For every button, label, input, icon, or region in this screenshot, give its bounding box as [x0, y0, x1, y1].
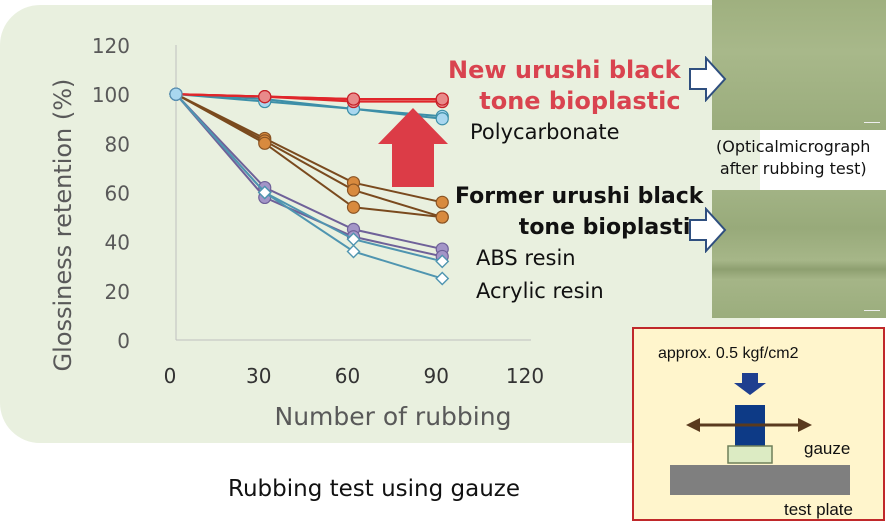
test-plate	[670, 465, 850, 495]
former-bioplastic-label: Former urushi black tone bioplastic	[455, 181, 703, 243]
arrow-left-icon	[686, 418, 700, 432]
down-arrow-icon	[734, 373, 766, 395]
load-label: approx. 0.5 kgf/cm2	[658, 345, 799, 362]
series-line	[175, 93, 443, 251]
gauze-label: gauze	[804, 439, 851, 458]
data-point	[346, 92, 361, 106]
x-tick-label: 0	[164, 364, 177, 388]
series-line	[175, 93, 443, 101]
micrograph-new-bioplastic	[712, 0, 886, 130]
polycarbonate-label: Polycarbonate	[470, 120, 620, 144]
x-tick-label: 60	[335, 364, 360, 388]
improvement-arrow-icon	[378, 108, 448, 187]
x-tick-label: 120	[506, 364, 544, 388]
new-bioplastic-label: New urushi black tone bioplastic	[448, 55, 681, 117]
acrylic-resin-label: Acrylic resin	[476, 279, 604, 303]
y-tick-label: 20	[105, 280, 130, 304]
new-bioplastic-label-line1: New urushi black	[448, 56, 681, 84]
data-point	[346, 183, 361, 197]
data-point	[435, 112, 449, 126]
y-axis-title: Glossiness retention (%)	[49, 79, 77, 372]
micrograph-note-line2: after rubbing test)	[719, 159, 867, 178]
micrograph-scale-bar	[864, 310, 880, 314]
y-tick-label: 100	[92, 83, 130, 107]
y-tick-label: 0	[117, 329, 130, 353]
new-bioplastic-label-line2: tone bioplastic	[479, 87, 681, 115]
former-bioplastic-label-line2: tone bioplastic	[518, 215, 704, 240]
test-apparatus-illustration	[670, 373, 850, 495]
data-point	[258, 90, 272, 104]
chart-caption: Rubbing test using gauze	[228, 476, 521, 502]
data-point	[346, 244, 361, 259]
data-point	[257, 185, 272, 200]
rubbing-test-diagram: approx. 0.5 kgf/cm2 gauze test plate	[632, 327, 885, 521]
series-line	[175, 93, 443, 120]
series-line	[175, 93, 443, 204]
series-line	[175, 93, 443, 219]
y-tick-label: 80	[105, 132, 130, 156]
data-point	[435, 210, 449, 224]
arrow-right-icon	[798, 418, 812, 432]
data-point	[435, 92, 449, 106]
data-point	[435, 195, 449, 209]
micrograph-note-line1: (Opticalmicrograph	[716, 137, 871, 156]
series-line	[175, 93, 443, 280]
series-line	[175, 93, 443, 118]
pointer-arrow-icon	[689, 207, 727, 253]
micrograph-note: (Opticalmicrograph after rubbing test)	[716, 136, 870, 180]
data-point	[435, 271, 450, 286]
gauze-pad	[727, 445, 773, 464]
y-tick-label: 120	[92, 34, 130, 58]
data-point	[435, 254, 450, 269]
abs-resin-label: ABS resin	[476, 246, 576, 270]
x-tick-label: 30	[246, 364, 271, 388]
micrograph-scale-bar	[864, 122, 880, 126]
x-axis-title: Number of rubbing	[275, 402, 512, 431]
y-tick-label: 40	[105, 231, 130, 255]
x-tick-label: 90	[424, 364, 449, 388]
y-tick-label: 60	[105, 182, 130, 206]
former-bioplastic-label-line1: Former urushi black	[455, 184, 704, 209]
data-point	[346, 200, 361, 214]
series-line	[175, 93, 443, 258]
micrograph-former-bioplastic	[712, 190, 886, 318]
pointer-arrow-icon	[689, 56, 727, 102]
data-point	[169, 87, 183, 101]
series-line	[175, 93, 443, 219]
test-plate-label: test plate	[784, 500, 853, 519]
data-point	[258, 136, 272, 150]
